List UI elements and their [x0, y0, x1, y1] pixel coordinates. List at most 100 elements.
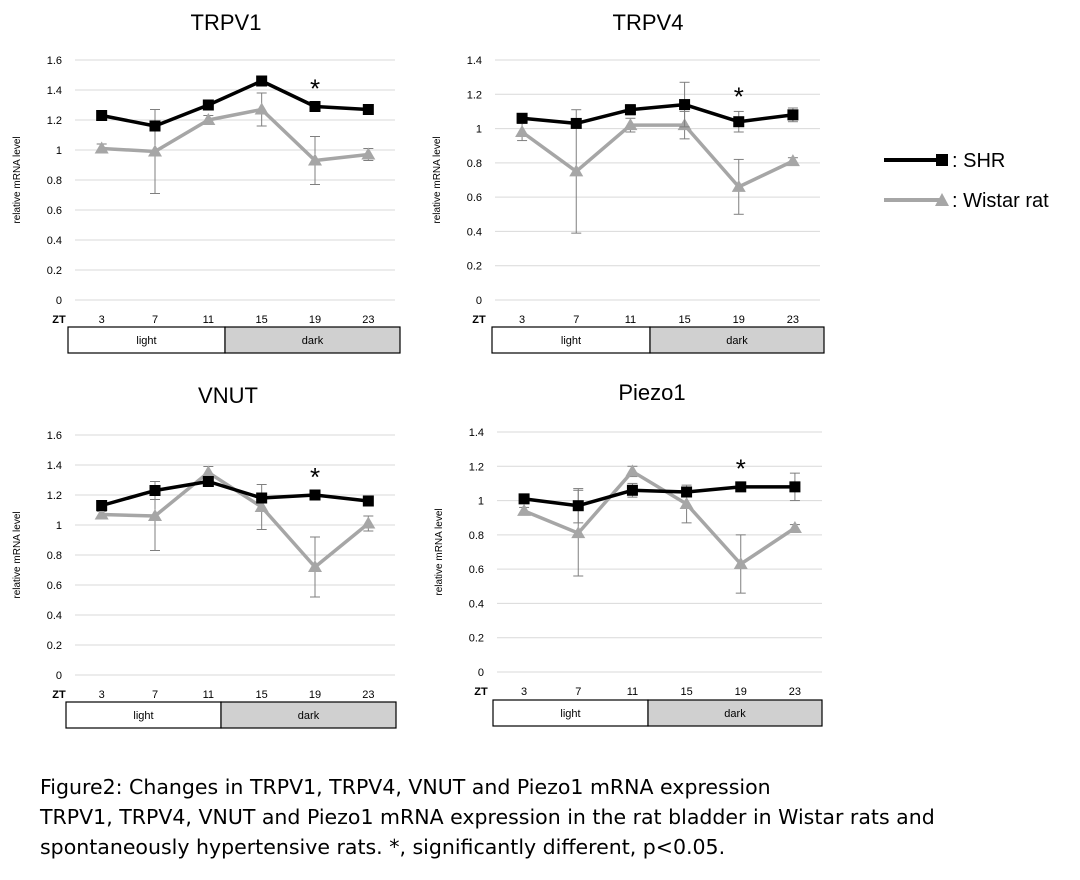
data-point-wistar: [785, 154, 800, 167]
y-tick-label: 0.4: [47, 235, 62, 247]
significance-asterisk: *: [734, 81, 744, 111]
data-point-wistar: [625, 464, 640, 477]
series-line-wistar: [523, 469, 796, 566]
significance-asterisk: *: [310, 462, 320, 492]
series-line-shr: [523, 485, 795, 508]
x-tick-label: 19: [735, 686, 747, 698]
chart-title: VNUT: [198, 383, 258, 408]
x-tick-label: 19: [309, 689, 321, 701]
dark-phase-bar: [649, 326, 825, 354]
y-tick-label: 1: [478, 496, 484, 508]
dark-phase-bar: [647, 699, 823, 727]
data-point-wistar: [569, 164, 584, 177]
data-point-wistar: [361, 147, 376, 160]
x-tick-label: 11: [203, 689, 214, 701]
y-tick-label: 0: [56, 295, 62, 307]
light-phase-label: light: [560, 708, 580, 720]
y-tick-label: 0.6: [467, 192, 482, 204]
series-shr: [96, 476, 374, 511]
series-line-wistar: [101, 470, 370, 569]
legend: : SHR : Wistar rat: [884, 150, 1049, 212]
series-shr: [518, 472, 801, 524]
x-tick-label: 7: [575, 686, 581, 698]
data-point-wistar: [148, 509, 162, 521]
y-tick-label: 0: [476, 295, 482, 307]
data-point-shr: [362, 495, 374, 507]
x-tick-label: 23: [362, 314, 374, 326]
data-point-wistar: [94, 507, 109, 520]
data-point-shr: [735, 481, 747, 493]
y-tick-label: 0.8: [47, 175, 62, 187]
data-point-shr: [149, 120, 161, 132]
y-tick-label: 1.2: [469, 461, 484, 473]
legend-item-shr: : SHR: [884, 150, 1005, 172]
y-axis-label: relative mRNA level: [432, 136, 443, 223]
caption-title: Figure2: Changes in TRPV1, TRPV4, VNUT a…: [40, 775, 771, 799]
data-point-shr: [309, 101, 321, 112]
y-tick-label: 0.2: [47, 265, 62, 277]
chart-vnut: VNUT 0 0.2 0.4 0.6 0.8 1 1.2 1.4 1.6 relative mRNA…: [12, 383, 397, 729]
data-point-wistar: [308, 560, 322, 572]
figure-caption: Figure2: Changes in TRPV1, TRPV4, VNUT a…: [40, 772, 1040, 862]
chart-title: TRPV4: [613, 10, 684, 35]
series-line-shr: [521, 102, 794, 126]
y-tick-label: 1.4: [469, 427, 484, 439]
x-axis-label: ZT: [472, 314, 486, 326]
y-tick-label: 1: [56, 145, 62, 157]
data-point-shr: [681, 486, 693, 498]
data-point-wistar: [679, 497, 694, 509]
y-tick-label: 1.4: [47, 85, 62, 97]
y-tick-label: 1.2: [467, 89, 482, 101]
legend-marker-shr: [936, 154, 948, 166]
series-line-shr: [101, 79, 369, 128]
x-tick-label: 15: [678, 314, 690, 326]
x-tick-label: 15: [256, 689, 268, 701]
light-phase-label: light: [133, 710, 153, 722]
y-axis-label: relative mRNA level: [12, 511, 23, 598]
series-line-wistar: [101, 107, 369, 163]
y-tick-label: 0.6: [47, 580, 62, 592]
x-tick-label: 3: [99, 314, 105, 326]
x-tick-label: 3: [521, 686, 527, 698]
x-axis-label: ZT: [52, 689, 66, 701]
x-tick-label: 7: [152, 314, 158, 326]
legend-item-wistar: : Wistar rat: [884, 190, 1049, 212]
chart-piezo1: Piezo1 0 0.2 0.4 0.6 0.8 1 1.2 1.4 relative mRNA …: [434, 380, 823, 727]
y-tick-label: 0.8: [469, 530, 484, 542]
y-axis-label: relative mRNA level: [12, 136, 23, 223]
x-tick-label: 23: [787, 314, 799, 326]
dark-phase-bar: [224, 326, 401, 354]
y-tick-label: 0.4: [467, 226, 482, 238]
data-point-shr: [516, 112, 528, 124]
data-point-shr: [149, 485, 161, 496]
y-tick-label: 0.4: [47, 610, 62, 622]
x-tick-label: 7: [152, 689, 158, 701]
y-tick-label: 1: [476, 124, 482, 136]
significance-asterisk: *: [736, 453, 746, 483]
data-point-shr: [679, 99, 691, 111]
caption-line-2: TRPV1, TRPV4, VNUT and Piezo1 mRNA expre…: [40, 805, 935, 829]
data-point-shr: [570, 117, 582, 129]
data-point-wistar: [361, 516, 376, 529]
x-tick-label: 7: [573, 314, 579, 326]
data-point-wistar: [571, 526, 586, 539]
x-tick-label: 11: [203, 314, 214, 326]
dark-phase-label: dark: [726, 335, 748, 347]
y-tick-label: 1.6: [47, 430, 62, 442]
data-point-shr: [202, 476, 214, 487]
series-line-wistar: [521, 123, 794, 189]
x-tick-label: 11: [625, 314, 636, 326]
series-wistar: [517, 464, 802, 594]
data-point-wistar: [731, 179, 746, 192]
y-axis-label: relative mRNA level: [434, 508, 445, 595]
y-tick-label: 0.8: [467, 158, 482, 170]
data-point-wistar: [733, 557, 748, 569]
y-tick-label: 0.2: [467, 261, 482, 273]
x-tick-label: 3: [519, 314, 525, 326]
data-point-wistar: [787, 521, 802, 533]
y-tick-label: 0: [478, 667, 484, 679]
y-tick-label: 0.2: [47, 640, 62, 652]
x-tick-label: 23: [362, 689, 374, 701]
data-point-wistar: [517, 503, 532, 516]
